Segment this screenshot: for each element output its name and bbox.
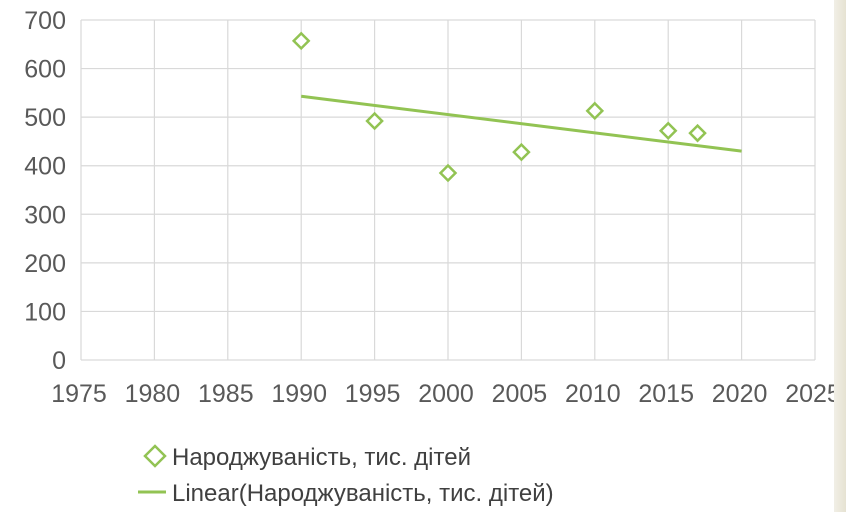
y-axis-ticks: 0 100 200 300 400 500 600 700 xyxy=(24,7,66,375)
data-point-diamond xyxy=(438,163,458,183)
legend-item-trendline: Linear(Народжуваність, тис. дітей) xyxy=(138,480,554,507)
data-point-diamond xyxy=(365,111,384,131)
data-point-diamond xyxy=(512,142,531,162)
legend-diamond-icon xyxy=(143,444,167,468)
trendline xyxy=(301,94,742,153)
x-tick-label: 2025 xyxy=(785,380,834,408)
y-tick-label: 500 xyxy=(24,104,66,132)
legend-item-scatter: Народжуваність, тис. дітей xyxy=(143,444,471,471)
x-tick-label: 1995 xyxy=(345,380,401,408)
slide-edge xyxy=(834,0,846,512)
y-tick-label: 700 xyxy=(24,7,66,35)
data-point-diamond xyxy=(658,121,678,141)
legend-label-scatter: Народжуваність, тис. дітей xyxy=(172,444,471,471)
x-tick-label: 1985 xyxy=(198,380,254,408)
y-tick-label: 200 xyxy=(24,250,66,278)
data-point-diamond xyxy=(291,31,311,51)
x-tick-label: 2015 xyxy=(638,380,694,408)
x-tick-label: 1980 xyxy=(125,380,181,408)
x-tick-label: 2000 xyxy=(418,380,474,408)
y-tick-label: 400 xyxy=(24,153,66,181)
data-points xyxy=(291,31,707,183)
x-tick-label: 1990 xyxy=(271,380,327,408)
x-tick-label: 1975 xyxy=(51,380,107,408)
trendline-layer xyxy=(301,94,742,153)
data-point-diamond xyxy=(585,101,605,121)
x-tick-label: 2005 xyxy=(492,380,548,408)
legend-label-trendline: Linear(Народжуваність, тис. дітей) xyxy=(172,480,554,507)
y-tick-label: 100 xyxy=(24,298,66,326)
data-point-diamond xyxy=(688,123,707,143)
x-tick-label: 2020 xyxy=(712,380,768,408)
x-tick-label: 2010 xyxy=(565,380,621,408)
grid-lines xyxy=(80,19,816,361)
legend: Народжуваність, тис. дітей Linear(Народж… xyxy=(138,444,554,507)
y-tick-label: 300 xyxy=(24,201,66,229)
y-tick-label: 0 xyxy=(52,347,66,375)
x-axis-ticks: 1975 1980 1985 1990 1995 2000 2005 2010 2015 2020… xyxy=(51,380,834,408)
y-tick-label: 600 xyxy=(24,56,66,84)
